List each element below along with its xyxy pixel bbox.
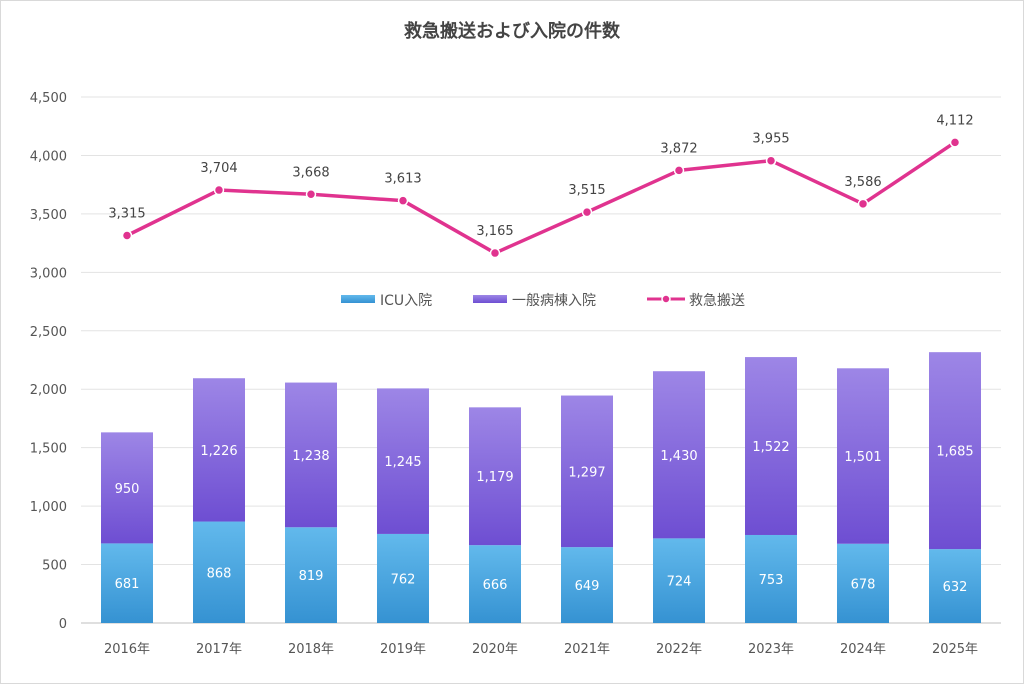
data-label-emergency: 3,704: [200, 161, 237, 176]
data-label-general: 950: [115, 482, 140, 497]
legend-label-general: 一般病棟入院: [512, 293, 596, 309]
data-label-icu: 632: [943, 580, 968, 595]
y-tick-label: 4,000: [30, 149, 67, 164]
data-label-general: 1,522: [752, 440, 789, 455]
bar-general: [653, 371, 705, 539]
bar-icu: [285, 527, 337, 623]
y-tick-label: 4,500: [30, 91, 67, 106]
x-tick-label: 2016年: [104, 642, 150, 657]
point-emergency: [673, 165, 685, 176]
y-tick-label: 2,000: [30, 383, 67, 398]
data-label-icu: 681: [115, 577, 140, 592]
legend: ICU入院 一般病棟入院 救急搬送: [341, 293, 745, 309]
data-label-general: 1,501: [844, 450, 881, 465]
y-tick-label: 1,500: [30, 442, 67, 457]
bar-icu: [653, 538, 705, 623]
bar-general: [193, 378, 245, 522]
data-label-icu: 762: [391, 572, 416, 587]
point-emergency: [949, 137, 961, 148]
bar-icu: [837, 543, 889, 623]
bar-icu: [929, 549, 981, 623]
bar-general: [929, 352, 981, 550]
data-label-icu: 753: [759, 573, 784, 588]
data-label-general: 1,245: [384, 455, 421, 470]
data-label-emergency: 3,668: [292, 165, 329, 180]
data-label-emergency: 3,586: [844, 175, 881, 190]
bar-icu: [469, 545, 521, 623]
point-emergency: [581, 206, 593, 218]
bar-general: [377, 388, 429, 534]
data-label-general: 1,297: [568, 465, 605, 480]
point-emergency: [765, 155, 777, 166]
x-tick-label: 2022年: [656, 642, 702, 657]
x-tick-label: 2019年: [380, 642, 426, 657]
point-emergency: [213, 184, 225, 196]
point-emergency: [305, 189, 317, 200]
y-tick-label: 3,500: [30, 208, 67, 223]
bar-general: [745, 357, 797, 535]
x-tick-label: 2021年: [564, 642, 610, 657]
bar-icu: [561, 547, 613, 623]
chart-title: 救急搬送および入院の件数: [404, 20, 621, 42]
bar-icu: [745, 534, 797, 623]
legend-label-emergency: 救急搬送: [689, 293, 745, 309]
data-label-general: 1,179: [476, 470, 513, 485]
data-label-general: 1,430: [660, 449, 697, 464]
y-tick-label: 0: [59, 617, 67, 632]
data-label-emergency: 3,955: [752, 132, 789, 147]
bar-icu: [377, 533, 429, 623]
point-emergency: [489, 247, 501, 259]
data-label-icu: 678: [851, 577, 876, 592]
y-tick-label: 3,000: [30, 266, 67, 281]
point-emergency: [397, 195, 409, 206]
bar-general: [469, 407, 521, 546]
bar-icu: [193, 521, 245, 623]
y-tick-label: 2,500: [30, 325, 67, 340]
data-label-general: 1,226: [200, 444, 237, 459]
data-label-emergency: 4,112: [936, 113, 973, 128]
data-label-emergency: 3,613: [384, 172, 421, 187]
data-label-icu: 868: [207, 566, 232, 581]
legend-swatch-icu: [341, 295, 375, 303]
y-tick-label: 1,000: [30, 500, 67, 515]
data-label-emergency: 3,165: [476, 224, 513, 239]
legend-label-icu: ICU入院: [380, 293, 432, 309]
bar-general: [101, 432, 153, 544]
data-label-icu: 724: [667, 575, 692, 590]
data-label-emergency: 3,315: [108, 207, 145, 222]
x-tick-label: 2020年: [472, 642, 518, 657]
line-emergency: [126, 140, 956, 255]
x-tick-label: 2024年: [840, 642, 886, 657]
x-tick-label: 2025年: [932, 642, 978, 657]
data-label-emergency: 3,872: [660, 141, 697, 156]
x-tick-label: 2023年: [748, 642, 794, 657]
bar-general: [561, 395, 613, 548]
legend-swatch-general: [473, 295, 507, 303]
bar-general: [837, 368, 889, 544]
data-label-icu: 666: [483, 578, 508, 593]
x-tick-label: 2017年: [196, 642, 242, 657]
data-label-icu: 819: [299, 569, 324, 584]
data-label-general: 1,685: [936, 445, 973, 460]
x-tick-label: 2018年: [288, 642, 334, 657]
legend-marker-emergency: [661, 294, 671, 304]
bar-general: [285, 382, 337, 528]
bar-icu: [101, 543, 153, 623]
point-emergency: [121, 230, 133, 241]
data-label-emergency: 3,515: [568, 183, 605, 198]
point-emergency: [857, 198, 869, 210]
data-label-icu: 649: [575, 579, 600, 594]
data-label-general: 1,238: [292, 449, 329, 464]
y-tick-label: 500: [42, 559, 67, 574]
